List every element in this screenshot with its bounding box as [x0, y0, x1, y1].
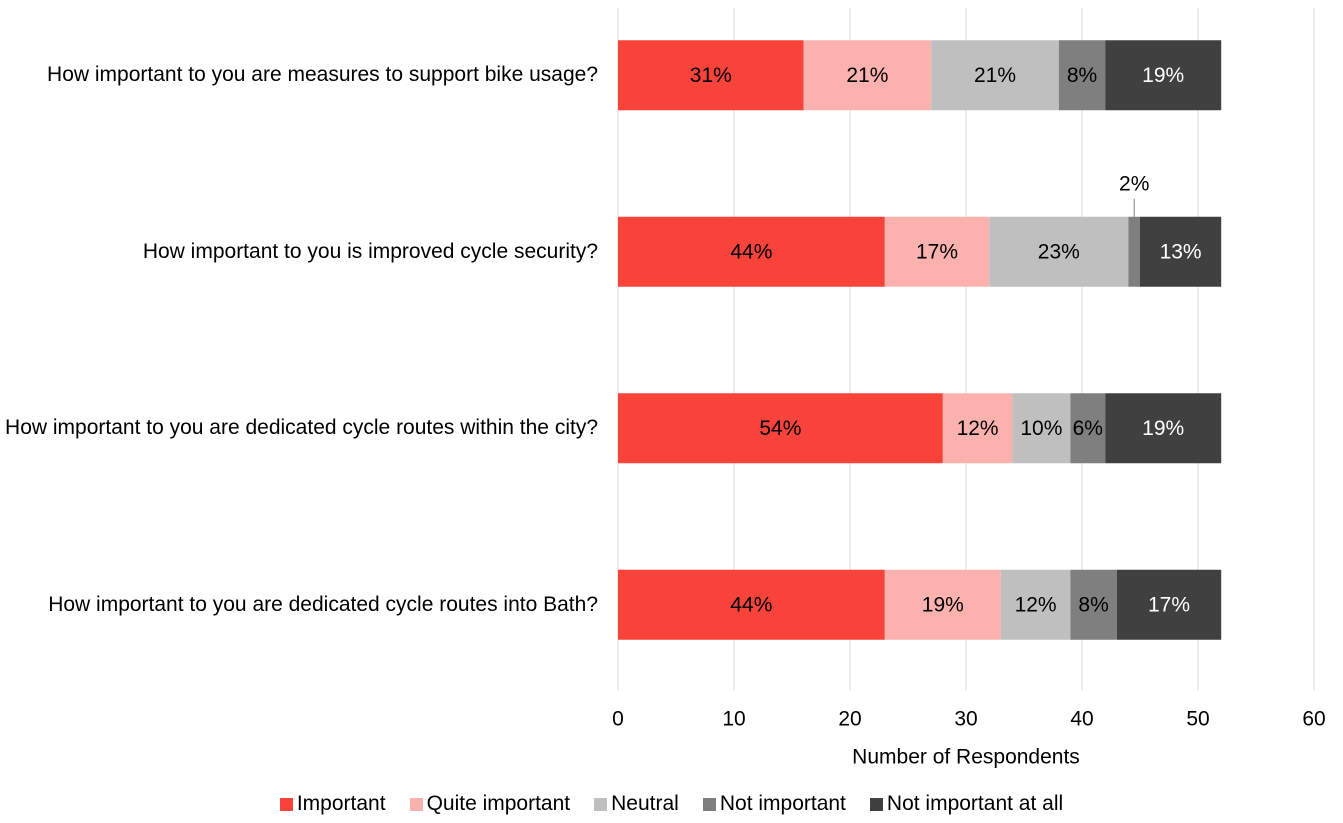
legend-swatch: [869, 797, 883, 811]
legend-item: Not important at all: [869, 792, 1064, 816]
legend-item: Important: [279, 792, 386, 816]
bar-segment: [1070, 569, 1117, 640]
data-label: 54%: [759, 417, 801, 440]
legend-label: Not important at all: [886, 792, 1064, 815]
data-label: 31%: [690, 64, 732, 87]
legend-label: Neutral: [611, 792, 679, 815]
bar-segment: [1058, 40, 1106, 111]
legend-swatch: [594, 797, 608, 811]
bar-segment: [1070, 393, 1106, 464]
bar-segment: [803, 40, 932, 111]
x-tick-label: 40: [1070, 708, 1093, 731]
legend: Important Quite important Neutral Not impor…: [0, 792, 1343, 816]
data-label: 19%: [1142, 64, 1184, 87]
bar-segment: [1105, 393, 1222, 464]
data-label: 19%: [1142, 417, 1184, 440]
data-label: 23%: [1038, 240, 1080, 263]
legend-label: Quite important: [426, 792, 571, 815]
bar-segment: [1105, 40, 1222, 111]
legend-swatch: [409, 797, 423, 811]
category-label: How important to you is improved cycle s…: [142, 239, 598, 263]
data-label: 2%: [1119, 172, 1149, 195]
x-tick-label: 60: [1302, 708, 1325, 731]
data-label: 17%: [916, 240, 958, 263]
legend-item: Not important: [702, 792, 846, 816]
bar-segment: [618, 216, 885, 287]
bar-segment: [618, 569, 885, 640]
legend-swatch: [279, 797, 293, 811]
bar-segment: [618, 40, 804, 111]
category-label: How important to you are dedicated cycle…: [5, 416, 598, 440]
legend-label: Not important: [719, 792, 846, 815]
data-label: 21%: [974, 64, 1016, 87]
bar-segment: [1116, 569, 1222, 640]
x-tick-label: 10: [722, 708, 745, 731]
category-label: How important to you are measures to sup…: [47, 63, 598, 87]
x-tick-label: 20: [838, 708, 861, 731]
legend-swatch: [702, 797, 716, 811]
legend-item: Quite important: [409, 792, 571, 816]
data-label: 44%: [730, 593, 772, 616]
legend-item: Neutral: [594, 792, 679, 816]
data-label: 19%: [922, 593, 964, 616]
bar-segment: [1128, 216, 1140, 287]
data-label: 8%: [1067, 64, 1097, 87]
bar-segment: [618, 393, 943, 464]
bar-segment: [1000, 569, 1071, 640]
category-label: How important to you are dedicated cycle…: [48, 592, 598, 616]
data-label: 44%: [730, 240, 772, 263]
bar-segment: [1012, 393, 1071, 464]
bar-segment: [884, 216, 990, 287]
data-label: 12%: [1015, 593, 1057, 616]
data-label: 8%: [1078, 593, 1108, 616]
data-label: 13%: [1160, 240, 1202, 263]
bar-segment: [931, 40, 1059, 111]
data-label: 10%: [1020, 417, 1062, 440]
data-label: 21%: [846, 64, 888, 87]
bar-segment: [1140, 216, 1222, 287]
bar-segment: [989, 216, 1129, 287]
bar-segment: [942, 393, 1013, 464]
x-axis-label: Number of Respondents: [852, 746, 1080, 769]
x-tick-label: 30: [954, 708, 977, 731]
x-tick-label: 0: [612, 708, 624, 731]
data-label: 12%: [957, 417, 999, 440]
data-label: 6%: [1073, 417, 1103, 440]
legend-label: Important: [296, 792, 386, 815]
bar-segment: [884, 569, 1001, 640]
x-tick-label: 50: [1186, 708, 1209, 731]
data-label: 17%: [1148, 593, 1190, 616]
